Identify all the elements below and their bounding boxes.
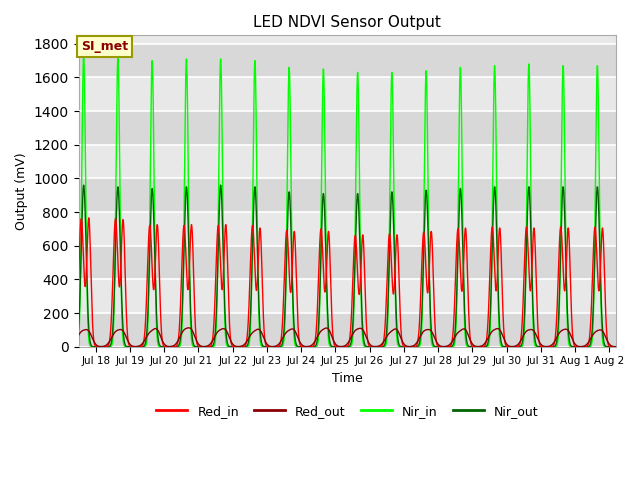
- Red_in: [75, 277, 83, 283]
- Red_in: [77, 217, 84, 223]
- Bar: [79, 44, 616, 77]
- Nir_in: [584, 344, 591, 349]
- Nir_out: [337, 344, 345, 349]
- Line: Nir_in: Nir_in: [79, 56, 616, 347]
- Bar: [79, 313, 616, 347]
- Nir_in: [107, 344, 115, 349]
- Red_out: [180, 328, 188, 334]
- Bar: [79, 212, 616, 246]
- Bar: [79, 279, 616, 313]
- Line: Nir_out: Nir_out: [79, 185, 616, 347]
- Red_in: [107, 326, 115, 332]
- Red_in: [97, 344, 105, 349]
- Red_out: [77, 330, 84, 336]
- Nir_in: [75, 337, 83, 343]
- Nir_out: [75, 326, 83, 332]
- Line: Red_in: Red_in: [79, 218, 616, 347]
- Red_in: [612, 344, 620, 349]
- Red_out: [612, 344, 620, 349]
- Bar: [79, 246, 616, 279]
- Nir_out: [77, 256, 84, 262]
- Red_in: [180, 223, 188, 228]
- Bar: [79, 145, 616, 179]
- Line: Red_out: Red_out: [79, 327, 616, 347]
- Red_in: [337, 344, 345, 349]
- Red_out: [97, 344, 104, 349]
- Red_in: [584, 343, 591, 348]
- Text: SI_met: SI_met: [81, 40, 129, 53]
- Nir_out: [107, 342, 115, 348]
- Legend: Red_in, Red_out, Nir_in, Nir_out: Red_in, Red_out, Nir_in, Nir_out: [151, 400, 543, 423]
- Nir_out: [612, 344, 620, 349]
- Red_out: [107, 337, 115, 343]
- X-axis label: Time: Time: [332, 372, 363, 385]
- Nir_in: [80, 53, 88, 59]
- Nir_in: [337, 344, 345, 349]
- Nir_out: [180, 248, 188, 254]
- Nir_out: [97, 344, 104, 349]
- Title: LED NDVI Sensor Output: LED NDVI Sensor Output: [253, 15, 442, 30]
- Bar: [79, 179, 616, 212]
- Nir_out: [584, 344, 591, 349]
- Y-axis label: Output (mV): Output (mV): [15, 152, 28, 230]
- Red_out: [288, 324, 296, 330]
- Bar: [79, 77, 616, 111]
- Red_out: [584, 340, 591, 346]
- Red_out: [75, 334, 83, 339]
- Nir_in: [77, 241, 84, 247]
- Nir_in: [612, 344, 620, 349]
- Nir_in: [97, 344, 105, 349]
- Bar: [79, 111, 616, 145]
- Nir_out: [217, 182, 225, 188]
- Nir_in: [180, 218, 188, 224]
- Red_in: [85, 215, 93, 221]
- Red_out: [337, 344, 345, 349]
